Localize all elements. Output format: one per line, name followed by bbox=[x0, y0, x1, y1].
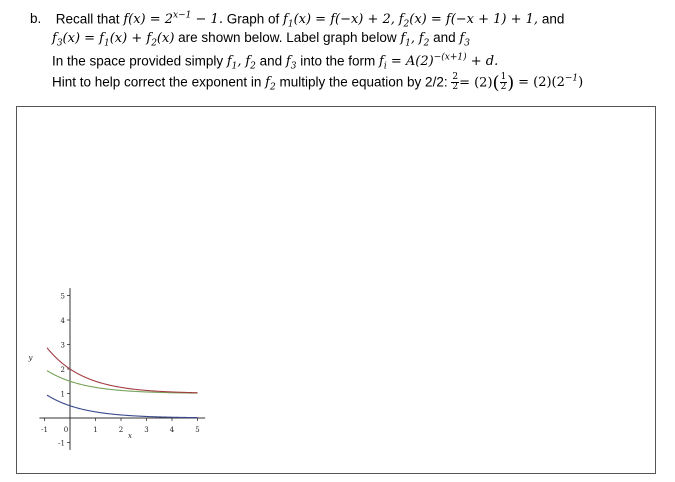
hint-f2: f2 bbox=[265, 75, 276, 93]
curve-1 bbox=[46, 370, 198, 394]
x-tick-label: 3 bbox=[144, 426, 148, 434]
line4-text: Hint to help correct the exponent in bbox=[52, 74, 262, 90]
label-f3: f3 bbox=[459, 31, 470, 49]
x-tick-label: 4 bbox=[170, 426, 175, 434]
y-tick-label: 2 bbox=[61, 366, 65, 374]
problem-line-3: In the space provided simply f1, f2 and … bbox=[30, 48, 670, 72]
problem-label: b. bbox=[30, 11, 42, 27]
x-tick-label: 2 bbox=[119, 426, 123, 434]
line3-and: and bbox=[259, 53, 283, 69]
y-axis-label: y bbox=[27, 354, 33, 362]
y-tick-label: 4 bbox=[61, 317, 66, 325]
f2-definition: f2(x) = f(−x + 1) + 1, bbox=[398, 12, 539, 30]
problem-statement: b. Recall that f(x) = 2x−1 − 1. Graph of… bbox=[30, 6, 670, 94]
line2-text: are shown below. Label graph below bbox=[178, 30, 397, 45]
problem-line-2: f3(x) = f1(x) + f2(x) are shown below. L… bbox=[30, 27, 670, 49]
x-tick-label: 1 bbox=[93, 426, 97, 434]
hint-eq2: = (2)(2−1) bbox=[518, 74, 584, 91]
hint-eq1: = (2) bbox=[459, 75, 493, 91]
problem-line-1: b. Recall that f(x) = 2x−1 − 1. Graph of… bbox=[30, 6, 670, 30]
label-f2: f2 bbox=[418, 31, 430, 49]
label-f1: f1, bbox=[400, 31, 416, 49]
line1-lead: Recall that bbox=[55, 11, 120, 27]
x-tick-label: 5 bbox=[195, 426, 199, 434]
f1-definition: f1(x) = f(−x) + 2, bbox=[283, 12, 395, 30]
simplify-f2: f2 bbox=[245, 54, 256, 72]
x-tick-label: -1 bbox=[41, 426, 48, 434]
line1-and: and bbox=[541, 11, 565, 27]
simplify-f3: f3 bbox=[285, 54, 297, 72]
f3-definition: f3(x) = f1(x) + f2(x) bbox=[52, 31, 175, 49]
x-axis-label: x bbox=[128, 432, 132, 440]
curve-3 bbox=[46, 394, 198, 419]
line3-text: In the space provided simply bbox=[52, 53, 224, 69]
line3-into: into the form bbox=[300, 53, 376, 69]
line4-text2: multiply the equation by 2/2: bbox=[279, 74, 448, 90]
target-form: fi = A(2)−(x+1) + d. bbox=[379, 53, 499, 72]
x-tick-label: 0 bbox=[64, 426, 68, 434]
y-tick-label: 3 bbox=[61, 342, 65, 350]
problem-line-4: Hint to help correct the exponent in f2 … bbox=[52, 72, 584, 94]
simplify-f1: f1, bbox=[226, 54, 242, 72]
curve-2 bbox=[46, 347, 198, 394]
line1-mid: Graph of bbox=[226, 11, 280, 27]
graph-area bbox=[16, 106, 656, 474]
y-tick-label: 1 bbox=[61, 391, 65, 399]
y-tick-label: 5 bbox=[61, 293, 65, 301]
y-tick-label: -1 bbox=[58, 440, 65, 448]
line2-and: and bbox=[433, 30, 456, 45]
f-definition: f(x) = 2x−1 − 1. bbox=[123, 11, 223, 28]
